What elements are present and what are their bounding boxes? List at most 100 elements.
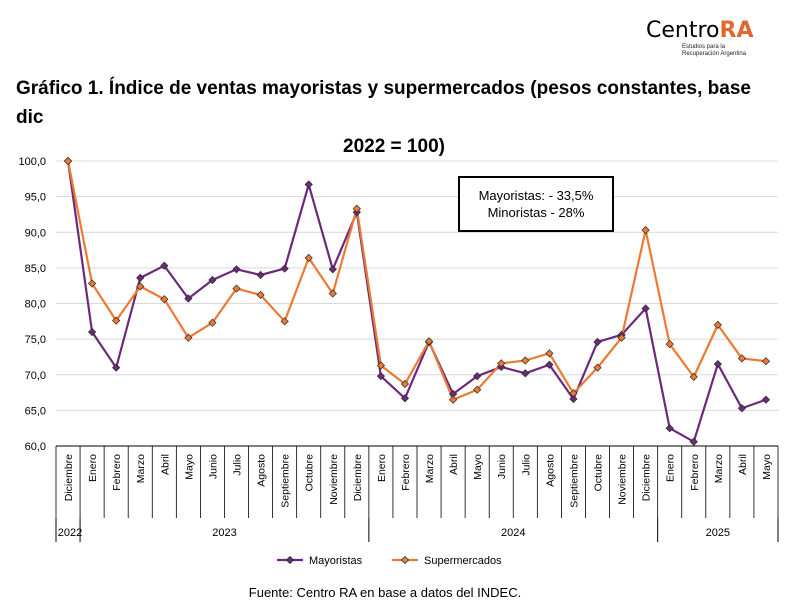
legend-marker-mayoristas bbox=[285, 555, 295, 565]
data-point-supermercados bbox=[232, 284, 241, 293]
x-tick-label: Noviembre bbox=[328, 454, 340, 505]
y-tick-label: 90,0 bbox=[25, 227, 46, 239]
year-label: 2025 bbox=[706, 527, 730, 539]
annotation-line1: Mayoristas: - 33,5% bbox=[478, 188, 594, 203]
chart-title-line2: 2022 = 100) bbox=[343, 136, 445, 157]
data-point-mayoristas bbox=[184, 294, 193, 303]
data-point-mayoristas bbox=[400, 394, 410, 403]
data-point-supermercados bbox=[400, 379, 410, 389]
data-point-supermercados bbox=[328, 289, 337, 298]
legend-label-mayoristas: Mayoristas bbox=[309, 555, 363, 567]
logo-brand-main: Centro bbox=[646, 18, 720, 43]
data-point-supermercados bbox=[136, 282, 145, 291]
data-point-mayoristas bbox=[569, 394, 578, 404]
x-tick-label: Mayo bbox=[761, 454, 773, 480]
logo-tagline-2: Recuperación Argentina bbox=[682, 51, 747, 57]
y-tick-label: 95,0 bbox=[25, 192, 46, 204]
x-tick-label: Enero bbox=[376, 454, 388, 482]
data-point-supermercados bbox=[208, 318, 217, 327]
x-tick-label: Febrero bbox=[689, 454, 701, 491]
data-point-mayoristas bbox=[641, 304, 650, 313]
y-tick-label: 60,0 bbox=[25, 441, 46, 453]
data-point-mayoristas bbox=[737, 404, 746, 413]
data-point-mayoristas bbox=[328, 265, 337, 274]
data-point-supermercados bbox=[593, 363, 602, 372]
x-tick-label: Marzo bbox=[135, 454, 147, 483]
annotation-box: Mayoristas: - 33,5% Minoristas - 28% bbox=[458, 176, 614, 232]
data-point-supermercados bbox=[184, 333, 193, 342]
x-tick-label: Diciembre bbox=[641, 454, 653, 501]
year-label: 2024 bbox=[501, 527, 525, 539]
data-point-mayoristas bbox=[473, 372, 482, 381]
data-point-supermercados bbox=[473, 385, 482, 394]
x-tick-label: Febrero bbox=[400, 454, 412, 491]
data-point-supermercados bbox=[376, 361, 385, 370]
data-point-supermercados bbox=[304, 253, 313, 262]
data-point-supermercados bbox=[256, 290, 265, 300]
data-point-supermercados bbox=[545, 349, 554, 358]
logo-brand: CentroRA bbox=[646, 18, 776, 44]
data-point-mayoristas bbox=[112, 363, 121, 372]
year-label: 2023 bbox=[212, 527, 236, 539]
x-tick-label: Agosto bbox=[544, 454, 556, 487]
data-point-mayoristas bbox=[689, 437, 698, 446]
x-tick-label: Febrero bbox=[111, 454, 123, 491]
y-tick-label: 65,0 bbox=[25, 405, 46, 417]
data-point-mayoristas bbox=[665, 424, 674, 433]
logo-tagline-1: Estudios para la bbox=[682, 44, 726, 50]
x-tick-label: Septiembre bbox=[568, 454, 580, 508]
x-tick-label: Abril bbox=[159, 454, 171, 475]
data-point-supermercados bbox=[63, 156, 73, 166]
data-point-supermercados bbox=[521, 356, 530, 365]
data-point-supermercados bbox=[112, 316, 121, 325]
data-point-supermercados bbox=[497, 359, 506, 368]
data-point-mayoristas bbox=[593, 337, 602, 347]
y-tick-label: 100,0 bbox=[18, 156, 46, 168]
x-tick-label: Mayo bbox=[472, 454, 484, 480]
data-point-mayoristas bbox=[545, 360, 554, 369]
data-point-supermercados bbox=[160, 295, 169, 304]
data-point-mayoristas bbox=[160, 261, 169, 270]
logo-brand-accent: RA bbox=[719, 18, 754, 43]
x-tick-label: Septiembre bbox=[280, 454, 292, 508]
data-point-mayoristas bbox=[208, 275, 217, 285]
series-line-supermercados bbox=[66, 160, 767, 401]
data-point-mayoristas bbox=[280, 264, 289, 273]
x-tick-label: Julio bbox=[520, 454, 532, 476]
x-tick-label: Diciembre bbox=[63, 454, 75, 501]
data-point-supermercados bbox=[617, 333, 626, 342]
x-tick-label: Noviembre bbox=[617, 454, 629, 505]
y-tick-label: 80,0 bbox=[25, 299, 46, 311]
data-point-supermercados bbox=[665, 340, 674, 349]
data-point-supermercados bbox=[713, 320, 722, 329]
logo-tagline: Estudios para la Recuperación Argentina bbox=[682, 44, 772, 58]
x-tick-label: Abril bbox=[737, 454, 749, 475]
y-tick-label: 70,0 bbox=[25, 370, 46, 382]
data-point-supermercados bbox=[449, 395, 458, 404]
source-note: Fuente: Centro RA en base a datos del IN… bbox=[248, 585, 522, 600]
data-point-mayoristas bbox=[376, 372, 385, 381]
data-point-supermercados bbox=[689, 372, 698, 381]
data-point-mayoristas bbox=[521, 369, 530, 378]
x-tick-label: Mayo bbox=[183, 454, 195, 480]
legend-label-supermercados: Supermercados bbox=[424, 555, 502, 567]
y-tick-label: 85,0 bbox=[25, 263, 46, 275]
y-tick-label: 75,0 bbox=[25, 334, 46, 346]
data-point-supermercados bbox=[569, 389, 578, 398]
x-tick-label: Abril bbox=[448, 454, 460, 475]
data-point-supermercados bbox=[761, 357, 771, 366]
data-point-mayoristas bbox=[256, 270, 265, 280]
legend-marker-supermercados bbox=[400, 555, 410, 565]
x-tick-label: Junio bbox=[496, 454, 508, 479]
data-point-supermercados bbox=[737, 354, 746, 363]
data-point-mayoristas bbox=[304, 180, 313, 189]
data-point-mayoristas bbox=[88, 327, 97, 337]
centro-ra-logo: CentroRA Estudios para la Recuperación A… bbox=[646, 18, 776, 66]
data-point-mayoristas bbox=[713, 359, 722, 369]
x-tick-label: Agosto bbox=[256, 454, 268, 487]
data-point-supermercados bbox=[424, 337, 434, 346]
data-point-supermercados bbox=[88, 279, 97, 288]
annotation-line2: Minoristas - 28% bbox=[487, 205, 585, 220]
x-tick-label: Marzo bbox=[424, 454, 436, 483]
